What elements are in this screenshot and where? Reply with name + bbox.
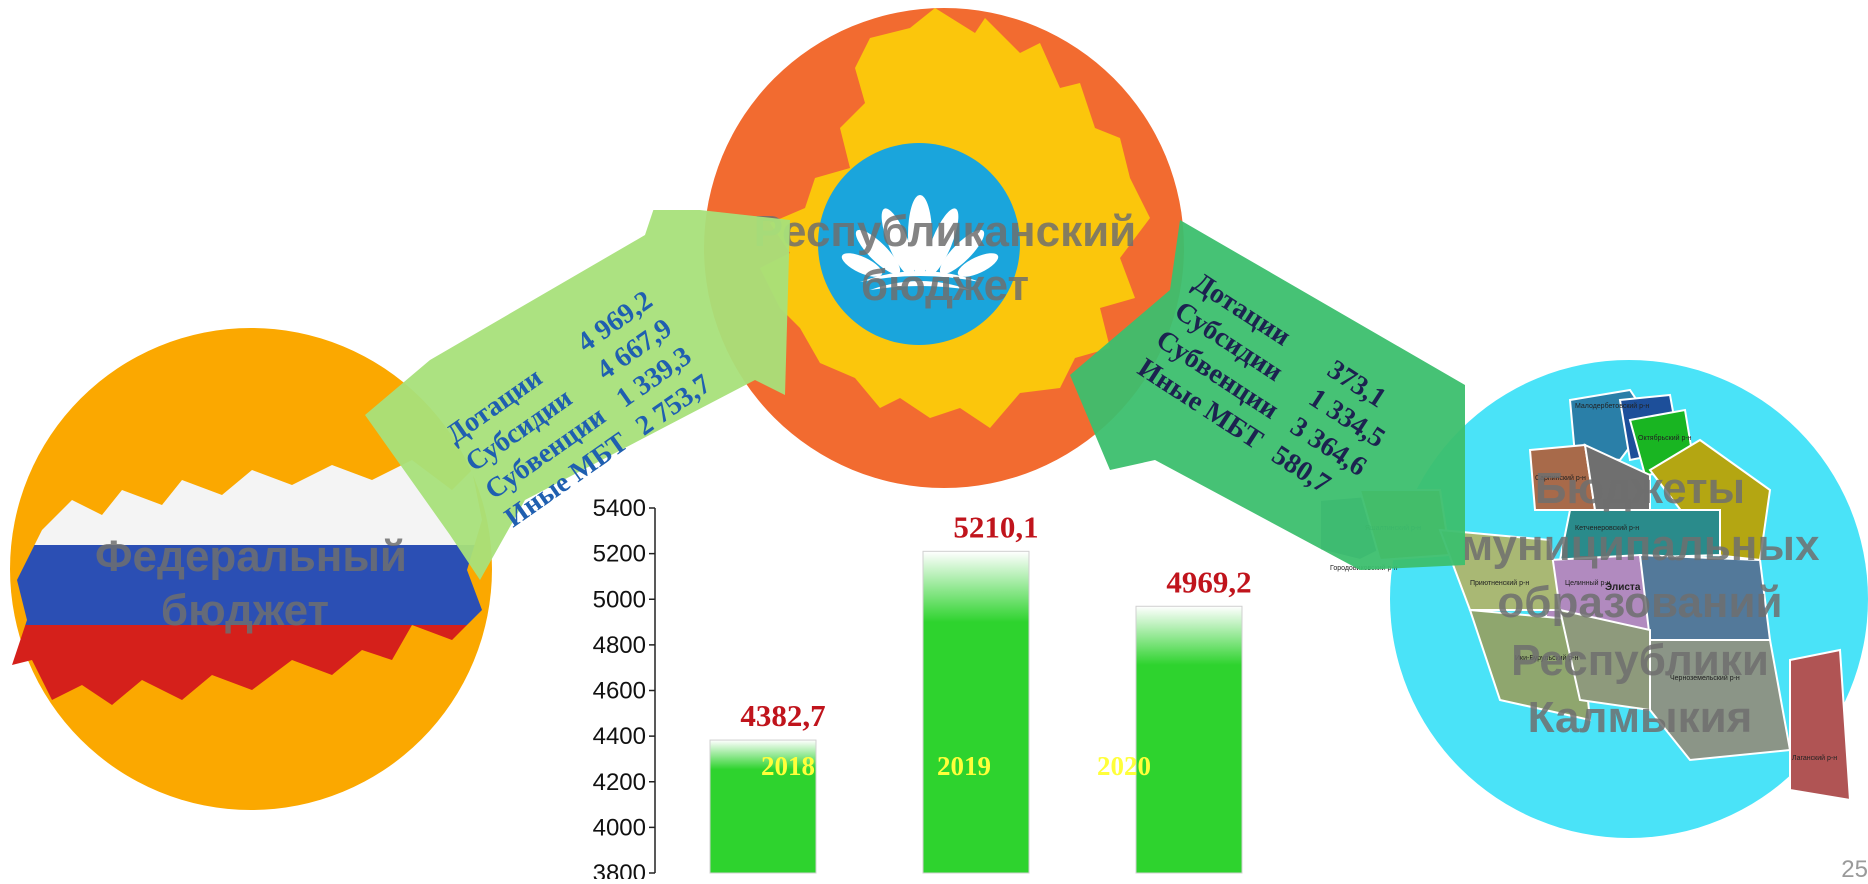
bar-series: [709, 550, 1243, 874]
bar-labels: 4382,7 2018 5210,1 2019 4969,2 2020: [740, 509, 1251, 781]
republic-to-municipal-arrow: [1070, 220, 1465, 570]
y-tick-label: 3800: [593, 860, 646, 879]
y-axis: 5400 5200 5000 4800 4600 4400 4200 4000 3800: [593, 495, 656, 879]
russia-flag-map: [12, 460, 482, 705]
bar-value-label: 5210,1: [953, 509, 1038, 544]
svg-text:Кетченеровский р-н: Кетченеровский р-н: [1575, 524, 1639, 532]
svg-text:Элиста: Элиста: [1605, 582, 1641, 593]
svg-text:Сарпинский р-н: Сарпинский р-н: [1535, 474, 1586, 482]
svg-text:Приютненский р-н: Приютненский р-н: [1470, 579, 1529, 587]
svg-text:Черноземельский р-н: Черноземельский р-н: [1670, 674, 1740, 682]
bar: [922, 550, 1030, 874]
category-label: 2018: [761, 751, 815, 781]
y-tick-label: 5200: [593, 541, 646, 568]
svg-text:Ики-Бурульский р-н: Ики-Бурульский р-н: [1515, 654, 1579, 662]
bar: [1135, 605, 1243, 874]
category-label: 2020: [1097, 751, 1151, 781]
republic-budget-title: Республиканский бюджет: [753, 207, 1137, 310]
y-tick-label: 4800: [593, 632, 646, 659]
bar-value-label: 4969,2: [1166, 564, 1251, 599]
federal-budget-title: Федеральный бюджет: [95, 532, 407, 635]
municipalities-map: Малодербетовский р-н Октябрьский р-н Сар…: [1320, 388, 1852, 802]
bar: [709, 739, 817, 874]
y-tick-label: 4400: [593, 723, 646, 750]
bar-chart: 5400 5200 5000 4800 4600 4400 4200 4000 3800 438…: [593, 495, 1252, 879]
y-tick-label: 4600: [593, 678, 646, 705]
svg-text:Октябрьский р-н: Октябрьский р-н: [1638, 434, 1692, 442]
y-tick-label: 4000: [593, 814, 646, 841]
y-tick-label: 5400: [593, 495, 646, 522]
category-label: 2019: [937, 751, 991, 781]
bar-value-label: 4382,7: [740, 698, 825, 733]
y-tick-label: 5000: [593, 586, 646, 613]
svg-text:Лаганский р-н: Лаганский р-н: [1792, 754, 1837, 762]
page-number: 25: [1841, 856, 1868, 883]
svg-text:Целинный р-н: Целинный р-н: [1565, 579, 1611, 587]
lotus-icon: [841, 195, 999, 290]
municipal-budget-title: Бюджеты муниципальных образований Респуб…: [1460, 464, 1820, 742]
svg-text:Малодербетовский р-н: Малодербетовский р-н: [1575, 402, 1649, 410]
federal-to-republic-arrow: [365, 210, 790, 580]
y-tick-label: 4200: [593, 769, 646, 796]
